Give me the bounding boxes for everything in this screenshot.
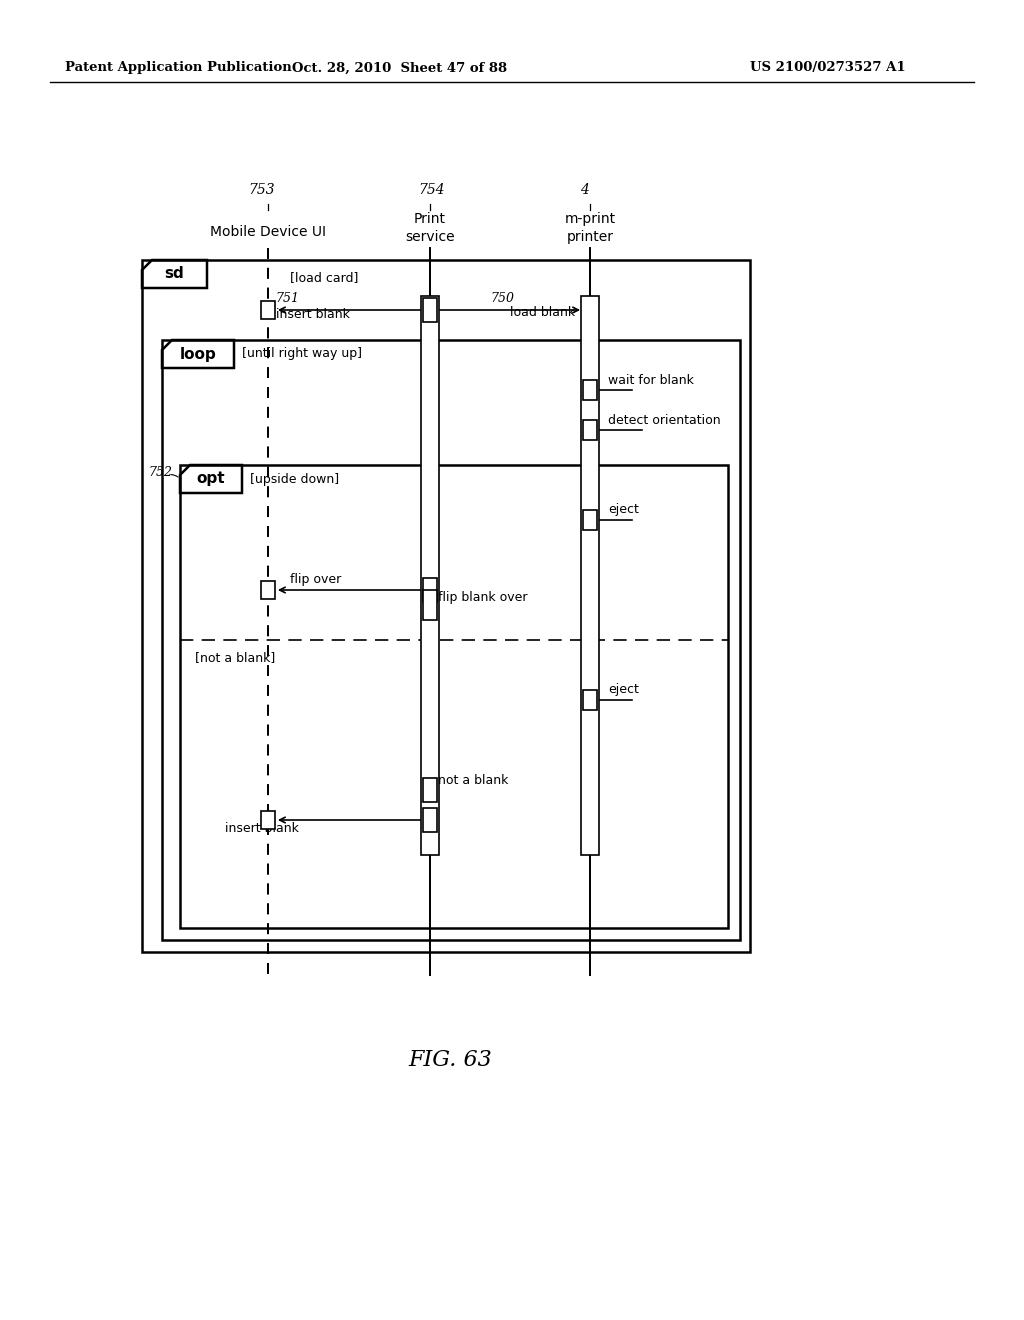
Text: detect orientation: detect orientation — [608, 413, 721, 426]
Text: insert blank: insert blank — [276, 309, 350, 322]
Bar — [261, 301, 275, 319]
Text: 751: 751 — [275, 292, 299, 305]
Text: 4: 4 — [580, 183, 589, 197]
Text: Mobile Device UI: Mobile Device UI — [210, 224, 326, 239]
Bar — [423, 590, 437, 620]
Text: not a blank: not a blank — [438, 774, 508, 787]
Bar — [180, 465, 728, 928]
Text: 753: 753 — [248, 183, 274, 197]
Text: [upside down]: [upside down] — [250, 473, 339, 486]
Text: Print
service: Print service — [406, 213, 455, 244]
Text: flip over: flip over — [290, 573, 341, 586]
Bar — [423, 808, 437, 832]
Text: m-print
printer: m-print printer — [564, 213, 615, 244]
Text: sd: sd — [165, 267, 184, 281]
Text: opt: opt — [197, 471, 225, 487]
Bar — [261, 810, 275, 829]
Bar — [581, 296, 599, 855]
Text: US 2100/0273527 A1: US 2100/0273527 A1 — [750, 62, 905, 74]
Bar — [583, 690, 597, 710]
Text: FIG. 63: FIG. 63 — [409, 1049, 492, 1071]
Text: 750: 750 — [490, 292, 514, 305]
Text: flip blank over: flip blank over — [438, 591, 527, 605]
Text: Patent Application Publication: Patent Application Publication — [65, 62, 292, 74]
Text: 754: 754 — [418, 183, 444, 197]
Bar — [583, 510, 597, 531]
Text: [load card]: [load card] — [290, 272, 358, 285]
Bar — [423, 578, 437, 602]
Bar — [423, 777, 437, 803]
Text: eject: eject — [608, 503, 639, 516]
Text: eject: eject — [608, 684, 639, 697]
Text: [until right way up]: [until right way up] — [242, 347, 362, 360]
Bar — [583, 380, 597, 400]
Bar — [142, 260, 750, 952]
Text: 752: 752 — [148, 466, 172, 479]
Bar — [421, 296, 439, 855]
Text: [not a blank]: [not a blank] — [195, 652, 275, 664]
Text: loop: loop — [179, 346, 216, 362]
Text: Oct. 28, 2010  Sheet 47 of 88: Oct. 28, 2010 Sheet 47 of 88 — [293, 62, 508, 74]
Text: wait for blank: wait for blank — [608, 374, 694, 387]
Bar — [261, 581, 275, 599]
Bar — [583, 420, 597, 440]
Bar — [423, 298, 437, 322]
Bar — [162, 341, 740, 940]
Text: load blank: load blank — [510, 306, 575, 319]
Text: insert blank: insert blank — [225, 821, 299, 834]
